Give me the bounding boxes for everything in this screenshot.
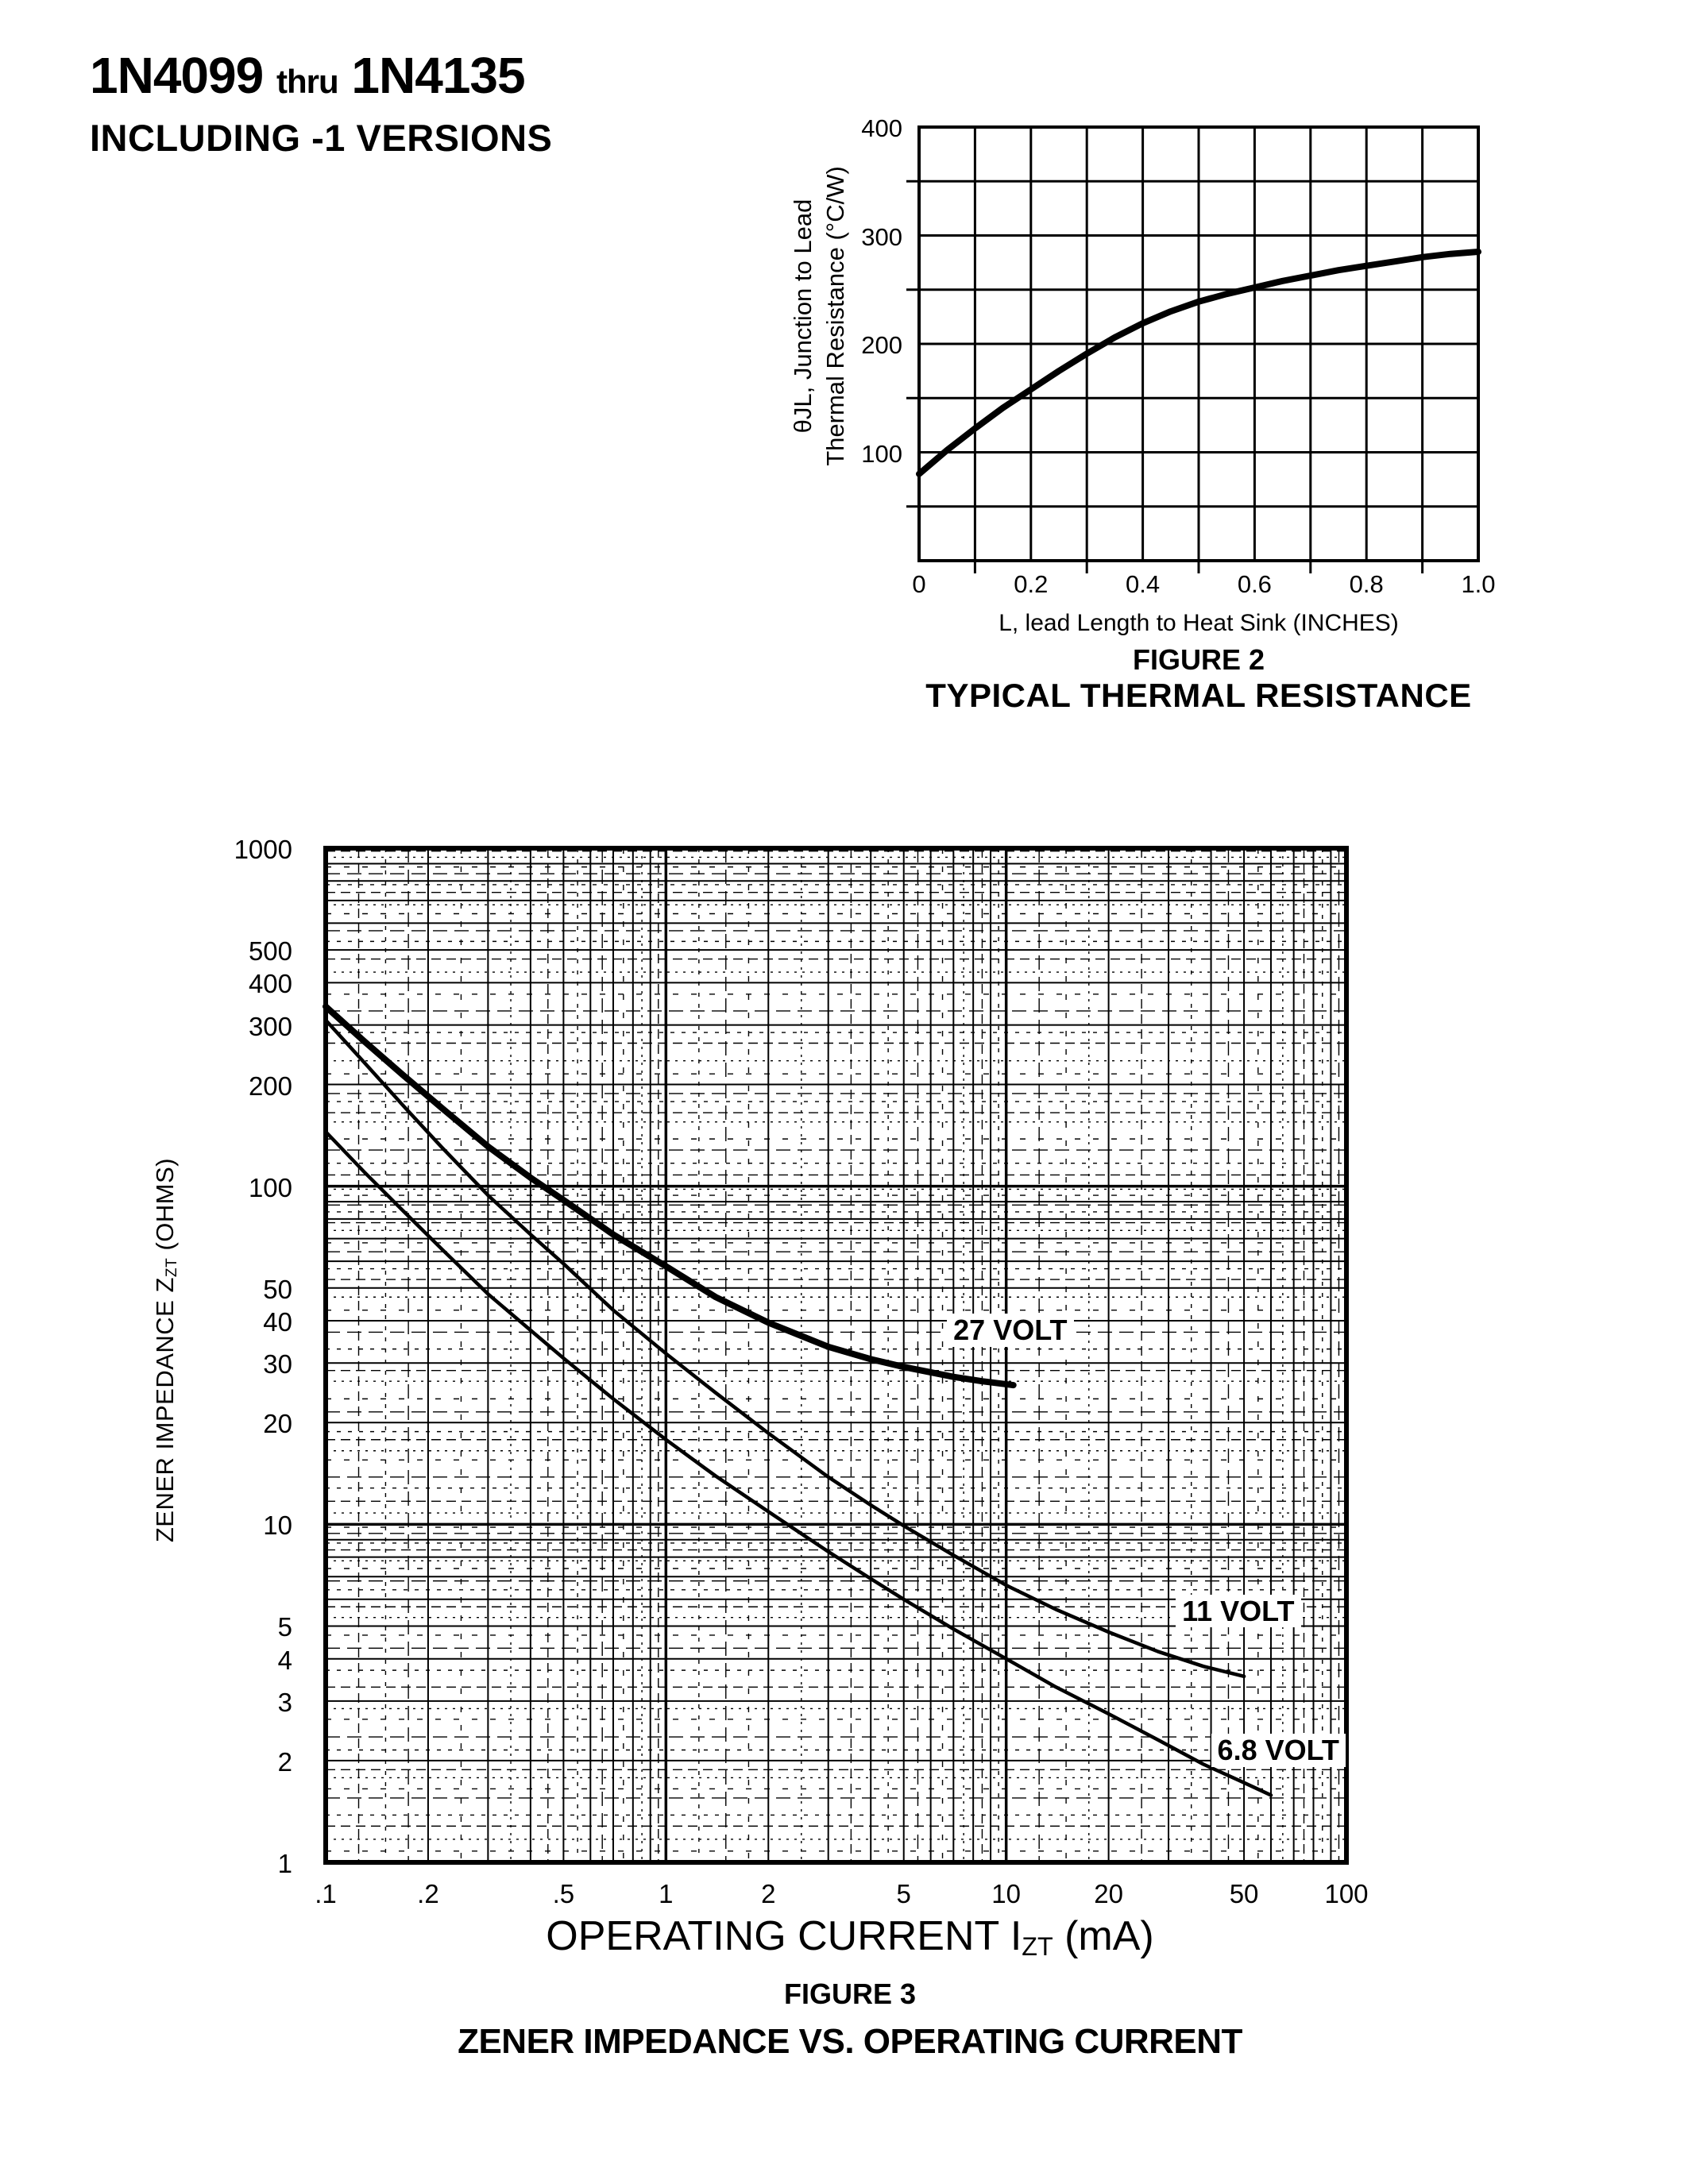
fig3-x-axis-label-units: (mA) bbox=[1053, 1913, 1154, 1959]
fig3-y-axis-label: ZENER IMPEDANCE ZZT (OHMS) bbox=[151, 1158, 180, 1542]
part-range-start: 1N4099 bbox=[90, 47, 264, 104]
fig3-y-tick-10: 10 bbox=[263, 1511, 292, 1541]
fig2-plot-area bbox=[906, 125, 1481, 573]
fig3-x-axis-label-subscript: ZT bbox=[1022, 1932, 1053, 1962]
fig2-y-tick-200: 200 bbox=[861, 331, 902, 359]
part-range-end: 1N4135 bbox=[351, 47, 525, 104]
fig3-x-tick-5: 5 bbox=[896, 1879, 911, 1908]
fig3-y-tick-40: 40 bbox=[263, 1307, 292, 1337]
fig3-y-axis-label-text: ZENER IMPEDANCE Z bbox=[151, 1277, 179, 1543]
fig2-x-axis-label: L, lead Length to Heat Sink (INCHES) bbox=[999, 610, 1399, 636]
fig2-x-tick-0.2: 0.2 bbox=[1014, 570, 1049, 598]
fig3-y-tick-100: 100 bbox=[248, 1172, 292, 1202]
fig2-y-axis-label-line2: Thermal Resistance (°C/W) bbox=[821, 166, 849, 466]
fig3-y-tick-50: 50 bbox=[263, 1274, 292, 1304]
fig2-y-tick-400: 400 bbox=[861, 114, 902, 142]
fig2-y-axis-label: θJL, Junction to Lead Thermal Resistance… bbox=[787, 166, 852, 466]
fig2-x-tick-0.6: 0.6 bbox=[1237, 570, 1272, 598]
fig3-x-tick-20: 20 bbox=[1094, 1879, 1123, 1908]
fig3-x-axis-label-text: OPERATING CURRENT I bbox=[546, 1913, 1022, 1959]
fig3-y-tick-500: 500 bbox=[248, 936, 292, 967]
curve-label-11-volt: 11 VOLT bbox=[1176, 1594, 1301, 1628]
fig3-figure-title: ZENER IMPEDANCE VS. OPERATING CURRENT bbox=[458, 2022, 1242, 2061]
fig3-y-tick-4: 4 bbox=[277, 1645, 292, 1675]
fig2-y-tick-100: 100 bbox=[861, 439, 902, 468]
fig2-y-tick-300: 300 bbox=[861, 222, 902, 251]
fig3-y-axis-label-units: (OHMS) bbox=[151, 1157, 179, 1258]
fig3-x-tick-.2: .2 bbox=[417, 1879, 439, 1908]
subtitle: INCLUDING -1 VERSIONS bbox=[90, 117, 553, 159]
fig3-y-tick-30: 30 bbox=[263, 1349, 292, 1379]
fig3-y-tick-20: 20 bbox=[263, 1409, 292, 1439]
curve-label-27-volt: 27 VOLT bbox=[947, 1314, 1074, 1347]
fig2-x-tick-1.0: 1.0 bbox=[1461, 570, 1496, 598]
fig3-y-tick-300: 300 bbox=[248, 1011, 292, 1041]
fig3-y-tick-5: 5 bbox=[277, 1612, 292, 1642]
fig3-x-tick-1: 1 bbox=[659, 1879, 674, 1908]
fig3-y-tick-1000: 1000 bbox=[234, 835, 292, 864]
part-range-title: 1N4099 thru 1N4135 bbox=[90, 46, 552, 105]
fig2-x-tick-0.4: 0.4 bbox=[1126, 570, 1161, 598]
fig3-plot-area bbox=[323, 846, 1349, 1865]
fig2-y-axis-label-line1: θJL, Junction to Lead bbox=[789, 199, 817, 434]
fig3-x-tick-.1: .1 bbox=[315, 1879, 337, 1908]
fig2-figure-title: TYPICAL THERMAL RESISTANCE bbox=[925, 677, 1472, 714]
fig3-x-axis-label: OPERATING CURRENT IZT (mA) bbox=[318, 1912, 1382, 1962]
fig3-y-tick-400: 400 bbox=[248, 969, 292, 999]
fig2-x-tick-0.8: 0.8 bbox=[1349, 570, 1384, 598]
fig3-x-tick-.5: .5 bbox=[552, 1879, 575, 1908]
fig3-x-tick-50: 50 bbox=[1229, 1879, 1259, 1908]
fig3-figure-number: FIGURE 3 bbox=[783, 1978, 917, 2010]
fig3-y-tick-1: 1 bbox=[277, 1849, 292, 1878]
fig3-y-axis-label-subscript: ZT bbox=[164, 1257, 181, 1278]
fig3-x-tick-2: 2 bbox=[761, 1879, 776, 1908]
fig3-y-tick-2: 2 bbox=[277, 1746, 292, 1777]
fig3-y-tick-3: 3 bbox=[277, 1687, 292, 1717]
curve-label-6.8-volt: 6.8 VOLT bbox=[1211, 1734, 1346, 1767]
fig2-x-tick-0: 0 bbox=[912, 570, 926, 598]
fig3-y-tick-200: 200 bbox=[248, 1071, 292, 1101]
page-title: 1N4099 thru 1N4135 INCLUDING -1 VERSIONS bbox=[90, 46, 552, 160]
fig3-x-tick-100: 100 bbox=[1324, 1879, 1369, 1908]
fig3-x-tick-10: 10 bbox=[991, 1879, 1022, 1908]
thru-word: thru bbox=[276, 63, 339, 100]
fig2-figure-number: FIGURE 2 bbox=[1132, 643, 1265, 676]
